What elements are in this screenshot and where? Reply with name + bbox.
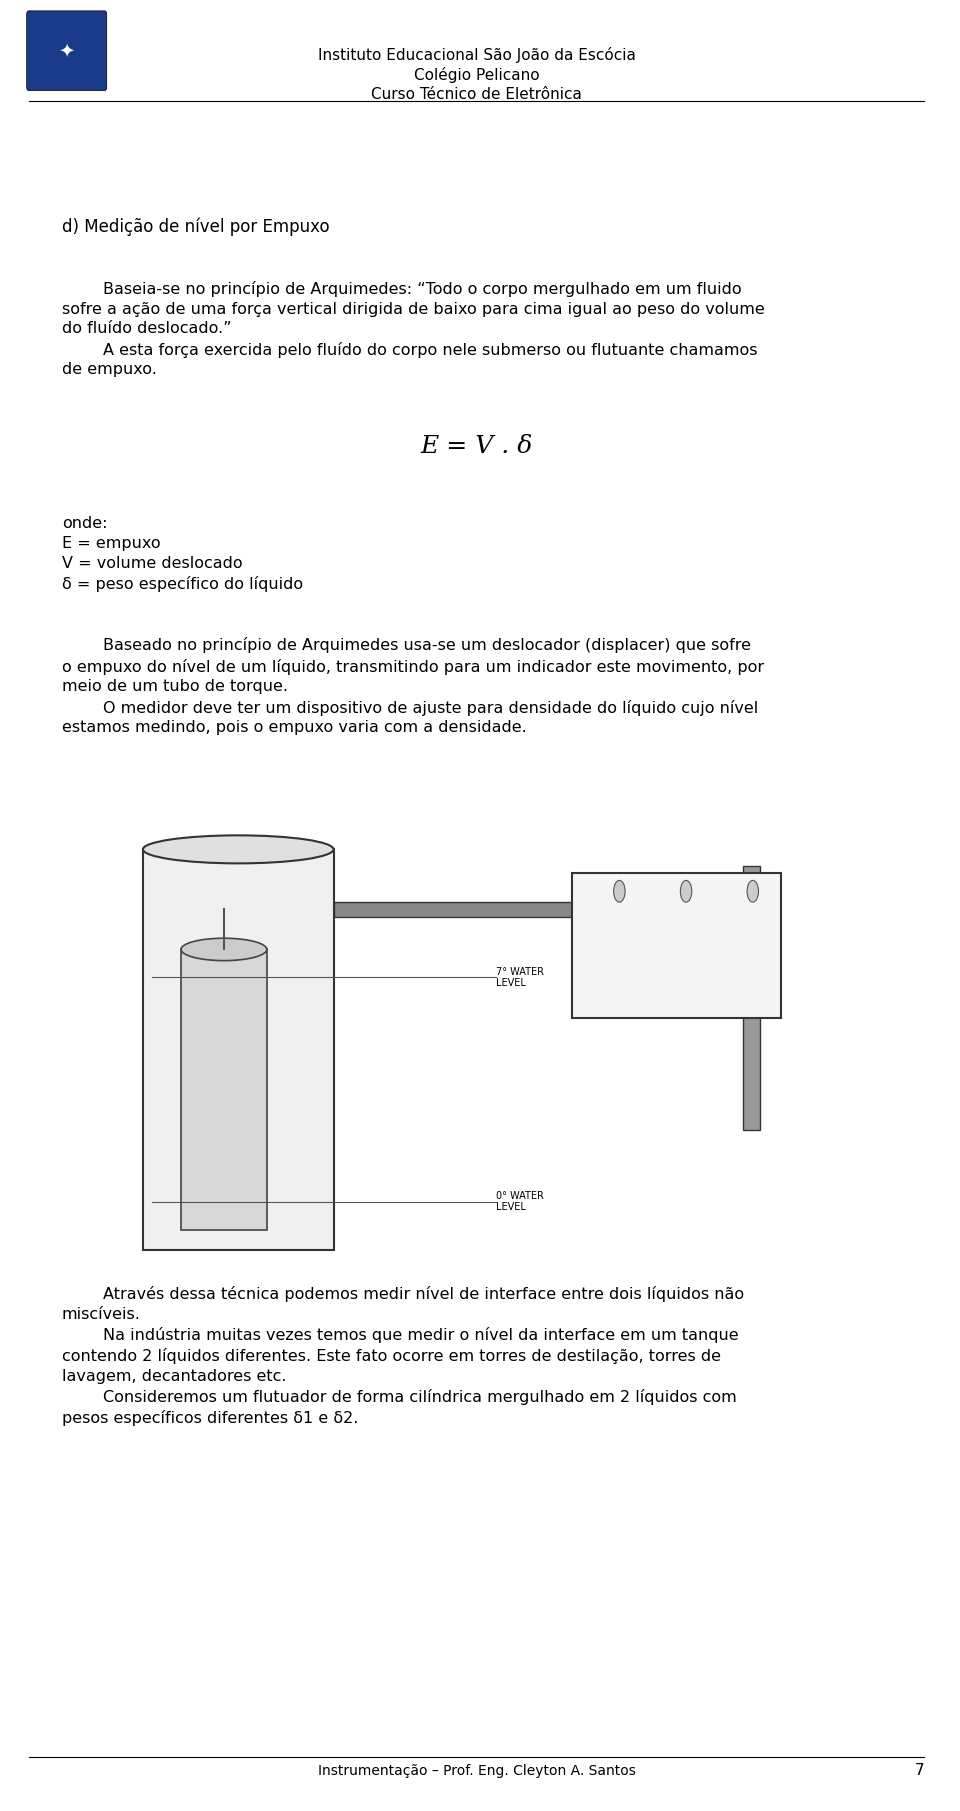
Text: d) Medição de nível por Empuxo: d) Medição de nível por Empuxo xyxy=(62,217,329,235)
Text: ✦: ✦ xyxy=(59,42,75,60)
FancyBboxPatch shape xyxy=(27,11,107,91)
FancyBboxPatch shape xyxy=(333,902,762,916)
Ellipse shape xyxy=(747,880,758,902)
FancyBboxPatch shape xyxy=(743,866,760,1130)
Text: Colégio Pelicano: Colégio Pelicano xyxy=(414,67,540,83)
Ellipse shape xyxy=(143,835,333,864)
FancyBboxPatch shape xyxy=(572,873,781,1018)
Text: 7: 7 xyxy=(915,1764,924,1778)
FancyBboxPatch shape xyxy=(181,949,267,1230)
Ellipse shape xyxy=(681,880,692,902)
Text: Instituto Educacional São João da Escócia: Instituto Educacional São João da Escóci… xyxy=(318,47,636,63)
Text: Baseia-se no princípio de Arquimedes: “Todo o corpo mergulhado em um fluido
sofr: Baseia-se no princípio de Arquimedes: “T… xyxy=(62,281,765,377)
Ellipse shape xyxy=(613,880,625,902)
Text: Curso Técnico de Eletrônica: Curso Técnico de Eletrônica xyxy=(371,87,582,101)
Text: 0° WATER
LEVEL: 0° WATER LEVEL xyxy=(495,1192,543,1212)
Ellipse shape xyxy=(181,938,267,960)
Text: onde:
E = empuxo
V = volume deslocado
δ = peso específico do líquido: onde: E = empuxo V = volume deslocado δ … xyxy=(62,516,303,592)
Text: Instrumentação – Prof. Eng. Cleyton A. Santos: Instrumentação – Prof. Eng. Cleyton A. S… xyxy=(318,1764,636,1778)
Text: Baseado no princípio de Arquimedes usa-se um deslocador (displacer) que sofre
o : Baseado no princípio de Arquimedes usa-s… xyxy=(62,637,764,735)
FancyBboxPatch shape xyxy=(143,849,333,1250)
Text: 7° WATER
LEVEL: 7° WATER LEVEL xyxy=(495,967,543,989)
Text: E = V . δ: E = V . δ xyxy=(420,435,533,458)
Text: Através dessa técnica podemos medir nível de interface entre dois líquidos não
m: Através dessa técnica podemos medir níve… xyxy=(62,1286,744,1427)
